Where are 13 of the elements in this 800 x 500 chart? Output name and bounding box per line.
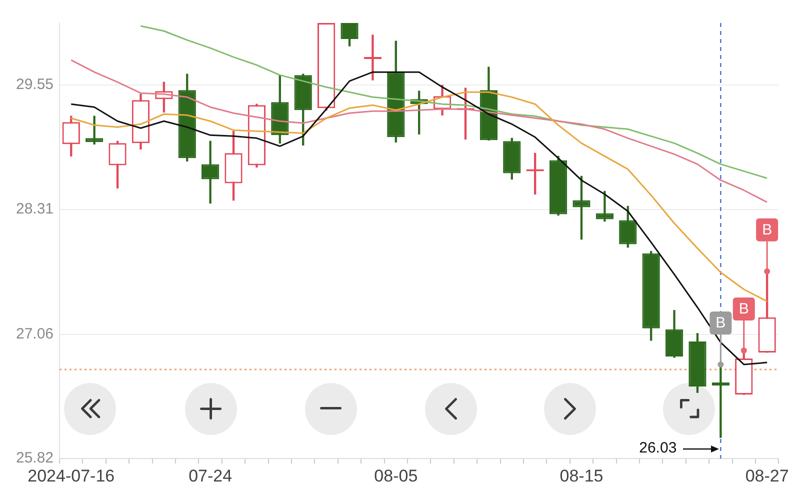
x-tick-label: 08-15 [560,466,604,486]
x-tick-label: 2024-07-16 [28,466,115,486]
y-tick-label: 27.06 [16,326,54,343]
annotation: B [738,300,749,318]
annotation: B [762,221,772,238]
annotation: B [716,314,726,332]
x-tick-label: 07-24 [188,466,232,486]
annotation: 26.03 [639,440,677,457]
x-tick-label: 08-27 [745,466,789,486]
y-tick-label: 25.82 [16,450,54,467]
y-tick-label: 29.55 [16,76,54,94]
y-tick-label: 28.31 [16,200,54,218]
x-tick-label: 08-05 [374,466,418,486]
